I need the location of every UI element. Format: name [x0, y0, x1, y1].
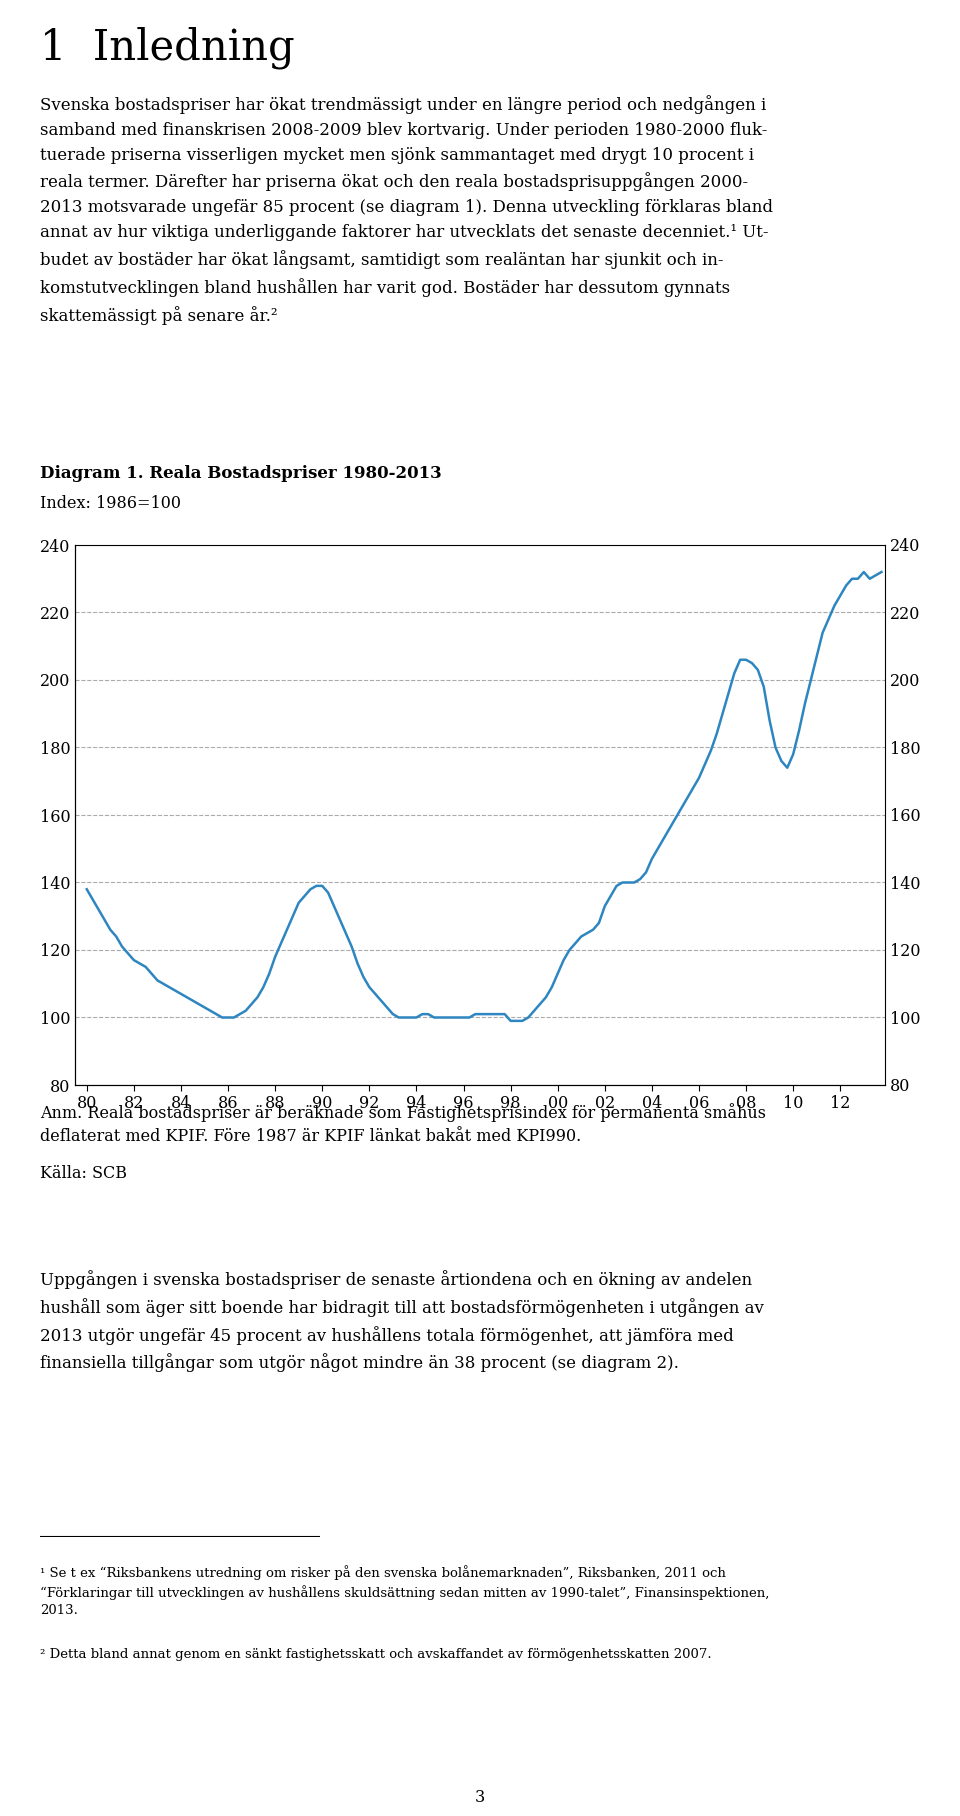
Text: 1  Inledning: 1 Inledning	[40, 25, 295, 69]
Text: ² Detta bland annat genom en sänkt fastighetsskatt och avskaffandet av förmögenh: ² Detta bland annat genom en sänkt fasti…	[40, 1647, 711, 1662]
Text: Anm. Reala bostadspriser är beräknade som Fastighetsprisindex för permanenta små: Anm. Reala bostadspriser är beräknade so…	[40, 1102, 766, 1146]
Text: Index: 1986=100: Index: 1986=100	[40, 496, 181, 512]
Text: Uppgången i svenska bostadspriser de senaste årtiondena och en ökning av andelen: Uppgången i svenska bostadspriser de sen…	[40, 1269, 764, 1373]
Text: Svenska bostadspriser har ökat trendmässigt under en längre period och nedgången: Svenska bostadspriser har ökat trendmäss…	[40, 94, 773, 325]
Text: Diagram 1. Reala Bostadspriser 1980-2013: Diagram 1. Reala Bostadspriser 1980-2013	[40, 465, 442, 481]
Text: 3: 3	[475, 1789, 485, 1805]
Text: ¹ Se t ex “Riksbankens utredning om risker på den svenska bolånemarknaden”, Riks: ¹ Se t ex “Riksbankens utredning om risk…	[40, 1565, 769, 1616]
Text: Källa: SCB: Källa: SCB	[40, 1166, 127, 1182]
